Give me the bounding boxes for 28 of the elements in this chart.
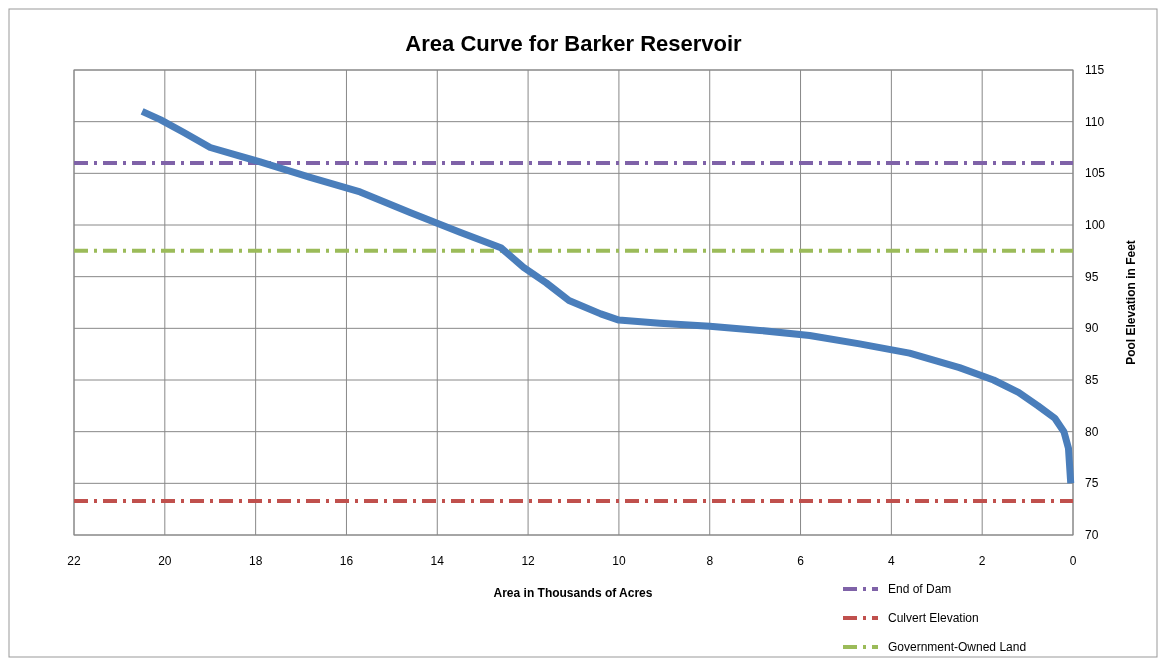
y-tick-label: 115: [1085, 63, 1105, 77]
y-tick-label: 75: [1085, 476, 1099, 491]
x-tick-label: 8: [706, 554, 714, 568]
x-tick-label: 6: [797, 554, 805, 568]
y-tick-label: 90: [1085, 321, 1099, 336]
x-tick-label: 10: [612, 554, 626, 568]
x-tick-label: 20: [158, 554, 172, 568]
legend-label: Government-Owned Land: [888, 640, 1027, 654]
y-tick-label: 85: [1085, 373, 1099, 387]
chart-title: Area Curve for Barker Reservoir: [405, 31, 743, 56]
y-tick-label: 105: [1085, 166, 1106, 181]
x-tick-label: 12: [521, 554, 536, 568]
x-tick-label: 14: [430, 554, 445, 568]
y-tick-label: 100: [1085, 218, 1106, 232]
x-axis-title: Area in Thousands of Acres: [493, 586, 653, 600]
y-tick-label: 110: [1085, 114, 1105, 129]
x-tick-label: 0: [1069, 554, 1077, 568]
x-tick-label: 16: [339, 554, 354, 568]
x-tick-label: 18: [248, 554, 263, 568]
y-axis-title: Pool Elevation in Feet: [1124, 240, 1138, 365]
legend-label: End of Dam: [888, 582, 952, 596]
x-tick-label: 2: [978, 554, 986, 568]
y-tick-label: 70: [1085, 528, 1099, 542]
y-tick-label: 80: [1085, 424, 1099, 439]
x-tick-label: 22: [67, 554, 81, 568]
legend-label: Culvert Elevation: [888, 611, 979, 625]
y-tick-label: 95: [1085, 269, 1099, 284]
x-tick-label: 4: [888, 554, 896, 568]
